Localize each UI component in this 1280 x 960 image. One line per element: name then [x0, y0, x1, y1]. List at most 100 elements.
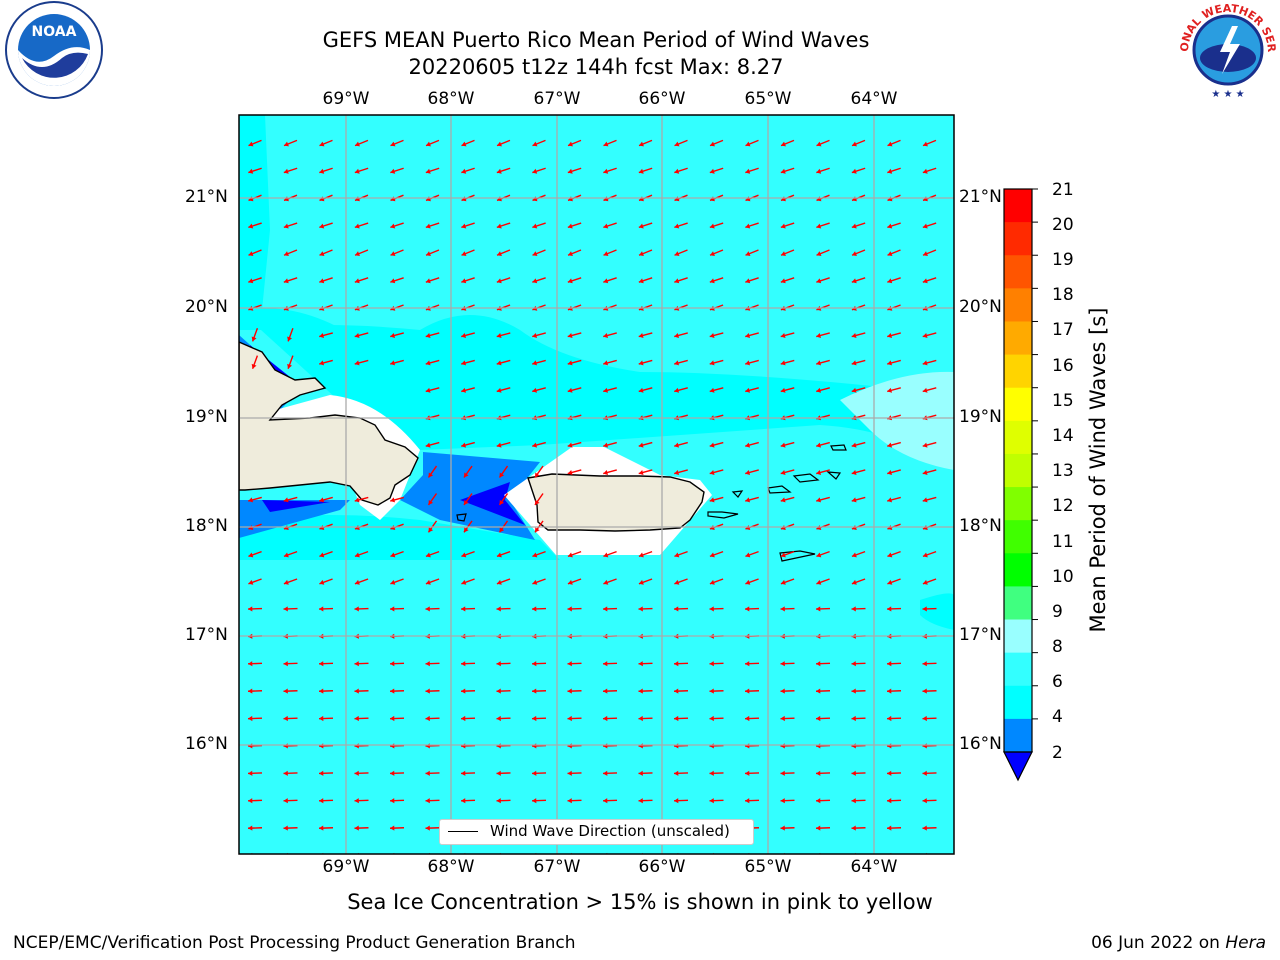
wind-wave-arrow [461, 139, 475, 147]
contour-region [239, 115, 270, 330]
wind-wave-arrow [247, 798, 263, 804]
wind-wave-arrow [248, 496, 262, 503]
wind-wave-arrow [638, 277, 653, 284]
footer-date-text: 06 Jun 2022 on [1091, 933, 1226, 953]
wind-wave-arrow [745, 441, 759, 448]
wind-wave-arrow [709, 441, 724, 448]
wind-wave-arrow [283, 139, 298, 147]
wind-wave-arrow [283, 688, 298, 694]
wind-wave-arrow [425, 688, 440, 694]
wind-wave-arrow [638, 469, 653, 475]
wind-wave-arrow [602, 661, 618, 667]
wind-wave-arrow [922, 332, 937, 338]
wind-wave-arrow [567, 222, 582, 229]
wind-wave-arrow [389, 798, 405, 804]
colorbar [1004, 188, 1038, 753]
wind-wave-arrow [461, 222, 475, 229]
legend-label: Wind Wave Direction (unscaled) [490, 822, 730, 840]
wind-wave-arrow [390, 496, 404, 503]
wind-wave-arrow [638, 332, 653, 338]
wind-wave-arrow [318, 715, 334, 722]
lon-label-bottom: 65°W [744, 857, 792, 877]
wind-wave-arrow [780, 222, 795, 229]
wind-wave-arrow [251, 355, 259, 370]
wind-wave-arrow [922, 661, 937, 667]
wind-wave-arrow [389, 661, 405, 667]
wind-wave-arrow [460, 688, 476, 694]
wind-wave-arrow [744, 688, 760, 694]
wind-wave-arrow [745, 469, 759, 475]
wind-wave-arrow [638, 359, 653, 366]
wind-wave-arrow [567, 661, 582, 667]
wind-wave-arrow [425, 770, 440, 776]
wind-wave-arrow [886, 606, 902, 612]
wind-wave-arrow [319, 222, 333, 229]
wind-wave-arrow [534, 493, 544, 506]
wind-wave-arrow [780, 606, 795, 612]
wind-wave-arrow [283, 277, 298, 284]
legend-line-symbol [448, 831, 478, 832]
wind-wave-arrow [887, 167, 901, 174]
wind-wave-arrow [318, 798, 334, 804]
wind-wave-arrow [425, 277, 440, 284]
wind-wave-arrow [248, 222, 262, 229]
wind-wave-arrow [851, 798, 866, 804]
wind-wave-arrow [283, 825, 298, 831]
wind-wave-arrow [496, 798, 511, 804]
wind-wave-arrow [603, 222, 617, 229]
wind-wave-arrow [425, 715, 440, 722]
wind-wave-arrow [389, 770, 405, 776]
wind-wave-arrow [922, 496, 937, 503]
wind-wave-arrow [745, 167, 759, 174]
island-outline [792, 473, 820, 483]
colorbar-tick-label: 4 [1052, 707, 1063, 727]
wind-wave-arrow [745, 496, 759, 503]
wind-wave-arrow [815, 606, 831, 612]
wind-wave-arrow [283, 798, 298, 804]
colorbar-segment [1004, 685, 1032, 720]
wind-wave-arrow [498, 465, 509, 478]
wind-wave-arrow [354, 825, 369, 831]
wind-wave-arrow [780, 770, 795, 776]
wind-wave-arrow [390, 332, 404, 338]
wind-wave-arrow [248, 139, 262, 147]
wind-wave-arrow [390, 277, 404, 284]
wind-wave-arrow [425, 661, 440, 667]
wind-wave-arrow [816, 332, 830, 338]
map-frame [238, 114, 955, 855]
wind-wave-arrow [247, 825, 263, 831]
wind-wave-arrow [496, 222, 511, 229]
colorbar-tick-label: 11 [1052, 532, 1074, 552]
colorbar-tick-label: 12 [1052, 496, 1074, 516]
contour-region [920, 593, 954, 630]
colorbar-tick-label: 2 [1052, 743, 1063, 763]
wind-wave-arrow [922, 222, 937, 229]
wind-wave-arrow [602, 715, 618, 722]
wind-wave-arrow [354, 798, 369, 804]
wind-wave-arrow [815, 715, 831, 722]
footer-credit: NCEP/EMC/Verification Post Processing Pr… [13, 933, 576, 953]
wind-wave-arrow [496, 688, 511, 694]
wind-wave-arrow [887, 139, 901, 147]
wind-wave-arrow [531, 798, 547, 804]
wind-wave-arrow [425, 167, 440, 174]
wind-wave-arrow [319, 578, 333, 585]
wind-wave-arrow [425, 550, 440, 558]
wind-wave-arrow [248, 550, 262, 558]
wind-wave-arrow [851, 441, 866, 448]
wind-wave-arrow [460, 770, 476, 776]
wind-wave-arrow [251, 327, 259, 342]
wind-wave-arrow [816, 496, 830, 503]
wind-wave-arrow [673, 661, 689, 667]
footer-host: Hera [1225, 933, 1266, 953]
wind-wave-arrow [709, 139, 724, 147]
wind-wave-arrow [496, 661, 511, 667]
wind-wave-arrow [389, 606, 405, 612]
wind-wave-arrow [319, 249, 333, 257]
wind-wave-arrow [674, 139, 688, 147]
wind-wave-arrow [247, 661, 263, 667]
wind-wave-arrow [887, 441, 901, 448]
wind-wave-arrow [851, 661, 866, 667]
wind-wave-arrow [425, 139, 440, 147]
wind-wave-arrow [922, 798, 937, 804]
